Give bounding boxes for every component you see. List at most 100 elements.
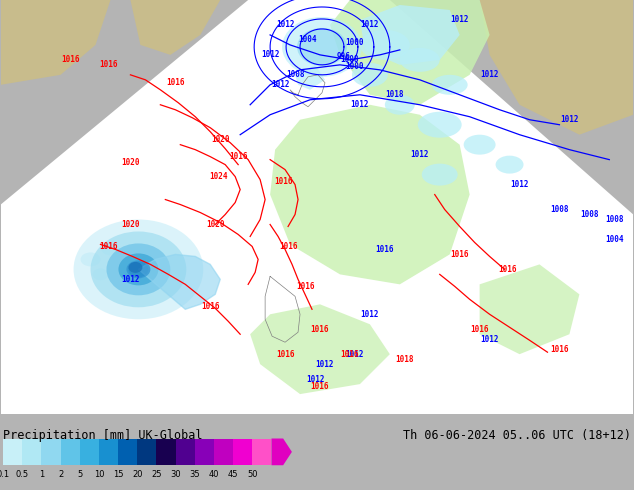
- Text: Precipitation [mm] UK-Global: Precipitation [mm] UK-Global: [3, 429, 203, 442]
- Text: 1008: 1008: [605, 215, 624, 224]
- Ellipse shape: [91, 231, 186, 307]
- Text: 1024: 1024: [209, 172, 228, 181]
- Bar: [176, 439, 195, 466]
- Text: 1012: 1012: [261, 50, 280, 59]
- Ellipse shape: [81, 252, 101, 267]
- Bar: [3, 439, 22, 466]
- Text: 1016: 1016: [311, 325, 329, 334]
- Ellipse shape: [418, 112, 462, 138]
- Text: 1012: 1012: [276, 21, 294, 29]
- Text: 1008: 1008: [340, 55, 359, 64]
- Text: 1018: 1018: [385, 90, 404, 99]
- Bar: [195, 439, 214, 466]
- Text: 1008: 1008: [550, 205, 569, 214]
- Text: 1016: 1016: [296, 282, 314, 291]
- Text: 1016: 1016: [311, 382, 329, 391]
- Polygon shape: [1, 334, 81, 414]
- Text: 1020: 1020: [206, 220, 224, 229]
- Bar: [157, 439, 176, 466]
- Text: 1016: 1016: [229, 152, 247, 161]
- Text: 1012: 1012: [121, 275, 139, 284]
- Text: 1016: 1016: [61, 55, 80, 64]
- Polygon shape: [1, 0, 633, 414]
- Text: 1012: 1012: [306, 375, 324, 384]
- Text: Th 06-06-2024 05..06 UTC (18+12): Th 06-06-2024 05..06 UTC (18+12): [403, 429, 631, 442]
- Text: 1012: 1012: [450, 16, 469, 24]
- Text: 1016: 1016: [274, 177, 292, 186]
- Text: 1: 1: [39, 470, 44, 479]
- Ellipse shape: [101, 244, 119, 255]
- Text: 2: 2: [58, 470, 63, 479]
- Text: 1000: 1000: [346, 38, 364, 48]
- Text: 1016: 1016: [276, 350, 294, 359]
- Text: 1008: 1008: [580, 210, 598, 219]
- Text: 40: 40: [209, 470, 219, 479]
- Ellipse shape: [400, 48, 440, 72]
- Text: 1012: 1012: [351, 100, 369, 109]
- Polygon shape: [480, 0, 633, 135]
- Text: 1012: 1012: [346, 350, 364, 359]
- Ellipse shape: [93, 269, 108, 280]
- Text: 1016: 1016: [100, 242, 118, 251]
- Text: 1012: 1012: [361, 310, 379, 319]
- Text: 1016: 1016: [450, 250, 469, 259]
- Polygon shape: [131, 0, 220, 55]
- Bar: [233, 439, 252, 466]
- Text: 0.1: 0.1: [0, 470, 10, 479]
- Text: 1004: 1004: [298, 35, 316, 45]
- Ellipse shape: [74, 220, 204, 319]
- Polygon shape: [480, 265, 579, 354]
- Ellipse shape: [432, 75, 468, 95]
- Polygon shape: [138, 254, 220, 309]
- Text: 50: 50: [247, 470, 257, 479]
- Text: 1016: 1016: [375, 245, 394, 254]
- Ellipse shape: [463, 135, 496, 155]
- Text: 1008: 1008: [286, 71, 304, 79]
- Text: 1012: 1012: [271, 80, 289, 89]
- Bar: [252, 439, 271, 466]
- Polygon shape: [270, 105, 470, 284]
- Text: 1004: 1004: [605, 235, 624, 244]
- Text: 25: 25: [152, 470, 162, 479]
- Text: 1012: 1012: [510, 180, 529, 189]
- Polygon shape: [500, 215, 633, 414]
- Ellipse shape: [119, 253, 158, 285]
- Text: 1016: 1016: [100, 60, 118, 70]
- Polygon shape: [250, 304, 390, 394]
- Bar: [41, 439, 61, 466]
- Bar: [80, 439, 99, 466]
- Text: 1020: 1020: [121, 158, 139, 167]
- Bar: [214, 439, 233, 466]
- Text: 996: 996: [337, 52, 351, 61]
- Text: 1016: 1016: [498, 265, 517, 274]
- Text: 1012: 1012: [361, 21, 379, 29]
- Text: 1016: 1016: [470, 325, 489, 334]
- Polygon shape: [295, 65, 325, 90]
- Text: 1020: 1020: [211, 135, 230, 144]
- Ellipse shape: [360, 30, 410, 60]
- Text: 5: 5: [77, 470, 82, 479]
- Text: 1012: 1012: [481, 71, 499, 79]
- Ellipse shape: [107, 244, 171, 295]
- Text: 45: 45: [228, 470, 238, 479]
- Bar: [22, 439, 41, 466]
- Text: 15: 15: [113, 470, 124, 479]
- Text: 1018: 1018: [396, 355, 414, 364]
- Text: 1012: 1012: [316, 360, 334, 368]
- Ellipse shape: [496, 156, 524, 173]
- Text: 1016: 1016: [340, 350, 359, 359]
- Bar: [138, 439, 157, 466]
- Text: 10: 10: [94, 470, 104, 479]
- Text: 1012: 1012: [481, 335, 499, 343]
- Text: 0.5: 0.5: [16, 470, 29, 479]
- Polygon shape: [360, 5, 460, 65]
- Ellipse shape: [385, 95, 415, 115]
- Bar: [61, 439, 80, 466]
- Ellipse shape: [129, 261, 148, 277]
- Text: 1016: 1016: [279, 242, 297, 251]
- Text: 1020: 1020: [121, 220, 139, 229]
- Polygon shape: [1, 0, 110, 85]
- Ellipse shape: [297, 28, 347, 66]
- Text: 1012: 1012: [560, 115, 579, 124]
- Ellipse shape: [126, 260, 150, 278]
